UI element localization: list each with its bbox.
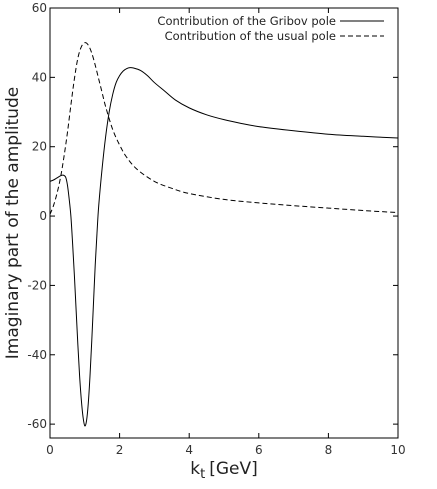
- series-layer: [49, 42, 399, 427]
- y-axis-ticks: -60 -40 -20 0 20 40 60: [27, 1, 398, 431]
- x-tick-label: 8: [325, 443, 333, 457]
- x-tick-label: 6: [255, 443, 263, 457]
- legend-label-usual: Contribution of the usual pole: [165, 29, 336, 43]
- y-axis-title: Imaginary part of the amplitude: [3, 87, 23, 359]
- legend-label-gribov: Contribution of the Gribov pole: [157, 14, 336, 28]
- series-line-usual-pole: [49, 42, 399, 215]
- x-tick-label: 4: [185, 443, 193, 457]
- legend: Contribution of the Gribov pole Contribu…: [157, 14, 384, 43]
- y-tick-label: 20: [32, 140, 47, 154]
- x-axis-title-unit: [GeV]: [209, 459, 258, 479]
- x-tick-label: 2: [116, 443, 124, 457]
- x-tick-label: 10: [390, 443, 405, 457]
- plot-frame: [49, 7, 399, 439]
- y-tick-label: -60: [27, 417, 47, 431]
- x-axis-title-main: k: [190, 459, 200, 479]
- x-axis-title-subscript: t: [200, 467, 205, 482]
- y-tick-label: -40: [27, 348, 47, 362]
- y-tick-label: 0: [39, 209, 47, 223]
- y-tick-label: -20: [27, 278, 47, 292]
- x-axis-title: kt [GeV]: [190, 459, 258, 482]
- x-axis-ticks: 0 2 4 6 8 10: [46, 8, 406, 457]
- x-tick-label: 0: [46, 443, 54, 457]
- series-line-gribov-pole: [49, 67, 399, 427]
- y-tick-label: 40: [32, 70, 47, 84]
- y-tick-label: 60: [32, 1, 47, 15]
